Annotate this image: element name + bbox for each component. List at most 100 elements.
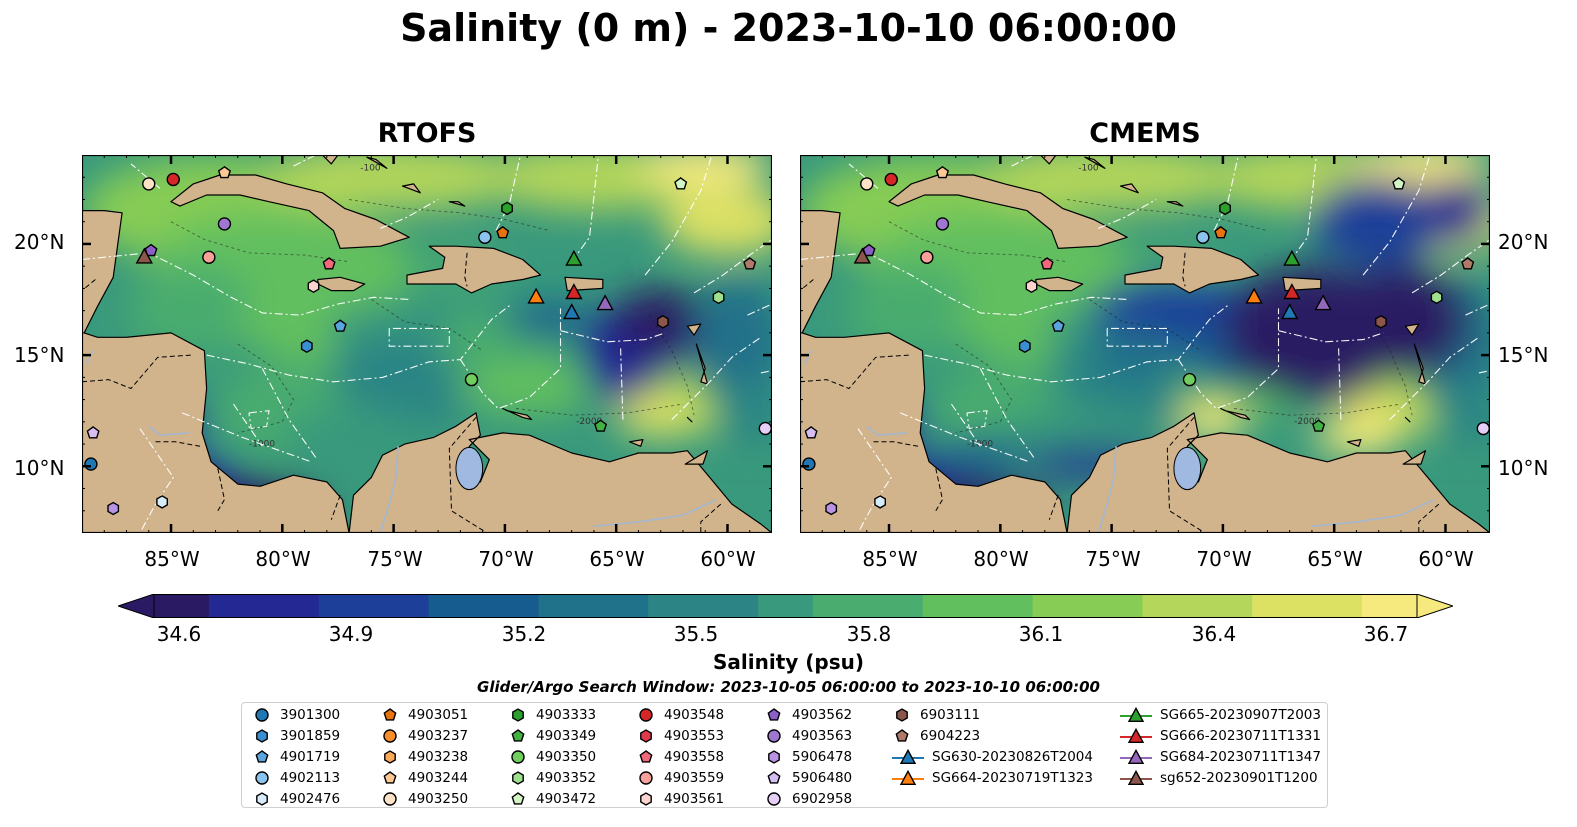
float-marker-4903559	[202, 250, 216, 264]
float-marker-5906478	[107, 501, 120, 516]
legend-label: sg652-20230901T1200	[1160, 769, 1318, 786]
legend-item: 4903472	[508, 788, 596, 809]
glider-marker-SG666-20230711T1331	[1283, 283, 1301, 300]
lake-maracaibo	[1173, 446, 1202, 491]
float-marker-4903561	[1025, 279, 1038, 294]
legend-label: SG664-20230719T1323	[932, 769, 1093, 786]
legend-label: 4903548	[664, 707, 725, 724]
float-marker-3901300	[802, 457, 816, 471]
float-marker-6904223	[743, 257, 757, 270]
legend-marker	[255, 771, 269, 785]
legend-marker	[384, 750, 396, 764]
legend-label: 4903349	[536, 728, 597, 745]
float-marker-6904223	[1461, 257, 1475, 270]
legend-item: 4903352	[508, 767, 596, 788]
lon-label-70w-left: 70°W	[478, 547, 534, 571]
legend-label: 4902476	[280, 790, 341, 807]
legend-marker	[511, 729, 525, 742]
legend-item: 6904223	[892, 726, 1093, 747]
legend-symbol	[899, 769, 917, 785]
land-trinidad	[1402, 450, 1427, 465]
float-marker-3901859	[1018, 339, 1031, 354]
figure-title: Salinity (0 m) - 2023-10-10 06:00:00	[400, 6, 1177, 50]
float-marker-4903472	[1392, 177, 1406, 190]
lon-label-80w-right: 80°W	[973, 547, 1029, 571]
legend-symbol	[639, 750, 653, 763]
legend-marker	[511, 750, 525, 764]
colorbar-bin	[208, 594, 265, 618]
land-lesser3	[1404, 416, 1411, 423]
legend-item: 4903553	[636, 726, 724, 747]
legend-column: 3901300 3901859 4901719 4902113 4902476	[252, 705, 340, 809]
map-panel-rtofs: -100-1000-2000	[82, 155, 772, 533]
float-marker-4903250	[860, 177, 874, 191]
float-marker-4903350	[464, 372, 479, 387]
legend-label: 4903350	[536, 748, 597, 765]
contour-label: -2000	[576, 417, 602, 427]
legend-item: SG666-20230711T1331	[1120, 726, 1321, 747]
colorbar-tick: 35.2	[501, 622, 547, 646]
panel-title-rtofs: RTOFS	[377, 118, 477, 149]
float-marker-4902476	[156, 495, 169, 509]
float-marker-4903558	[1040, 257, 1054, 270]
colorbar-bin	[758, 594, 814, 618]
legend-marker	[255, 708, 269, 723]
float-marker-4903548	[884, 172, 898, 187]
float-marker-4903333	[1219, 201, 1231, 216]
legend-marker	[383, 708, 397, 721]
colorbar-bin	[1142, 594, 1198, 618]
legend-marker	[1120, 769, 1152, 785]
float-marker-4903244	[217, 165, 232, 179]
lake-maracaibo	[455, 446, 484, 491]
legend-item: 5906480	[764, 767, 852, 788]
legend-label: 6903111	[920, 707, 981, 724]
legend-symbol	[639, 708, 653, 723]
legend-label: 6904223	[920, 728, 981, 745]
legend-column: 4903333 4903349 4903350 4903352 4903472	[508, 705, 596, 809]
legend-item: 4903559	[636, 767, 724, 788]
colorbar-bin	[1252, 594, 1308, 618]
legend-item: 4901719	[252, 747, 340, 768]
land-aruba	[1220, 407, 1251, 421]
float-marker-4903244	[935, 165, 950, 179]
colorbar	[118, 594, 1453, 618]
glider-marker-SG664-20230719T1323	[1245, 287, 1263, 304]
land-aruba	[502, 407, 533, 421]
contour-label: -100	[1078, 164, 1099, 174]
legend-label: 4902113	[280, 769, 341, 786]
legend-item: 4903350	[508, 747, 596, 768]
legend-symbol	[1127, 769, 1145, 785]
float-marker-6903111	[657, 314, 669, 329]
legend-item: 4903238	[380, 747, 468, 768]
legend-symbol	[255, 708, 269, 723]
legend-label: 4903559	[664, 769, 725, 786]
legend-label: 4903352	[536, 769, 597, 786]
legend-item: SG684-20230711T1347	[1120, 747, 1321, 768]
float-marker-4903051	[1214, 225, 1228, 239]
lon-label-80w-left: 80°W	[255, 547, 311, 571]
float-marker-4903349	[1312, 419, 1326, 432]
colorbar-bin	[1362, 594, 1418, 618]
legend-marker	[639, 771, 653, 785]
colorbar-bin	[922, 594, 979, 618]
legend-marker	[1120, 748, 1152, 764]
legend-symbol	[511, 750, 525, 764]
legend-item: 3901859	[252, 726, 340, 747]
map-frame	[82, 155, 772, 533]
lat-label-10n-left: 10°N	[14, 456, 65, 480]
legend-column: 4903051 4903237 4903238 4903244 4903250	[380, 705, 468, 809]
glider-marker-SG664-20230719T1323	[527, 287, 545, 304]
land-mexico	[800, 209, 1068, 533]
colorbar-bin	[703, 594, 759, 618]
legend-marker	[768, 750, 780, 764]
contour-label: -2000	[1294, 417, 1320, 427]
land-bahamas3	[401, 183, 421, 194]
lon-label-70w-right: 70°W	[1196, 547, 1252, 571]
legend-marker	[767, 791, 781, 806]
land-bahamas2	[366, 156, 388, 169]
lon-label-75w-left: 75°W	[367, 547, 423, 571]
legend-symbol	[511, 729, 525, 742]
legend-item: 4903250	[380, 788, 468, 809]
float-marker-4903333	[501, 201, 513, 216]
legend-symbol	[767, 708, 781, 721]
